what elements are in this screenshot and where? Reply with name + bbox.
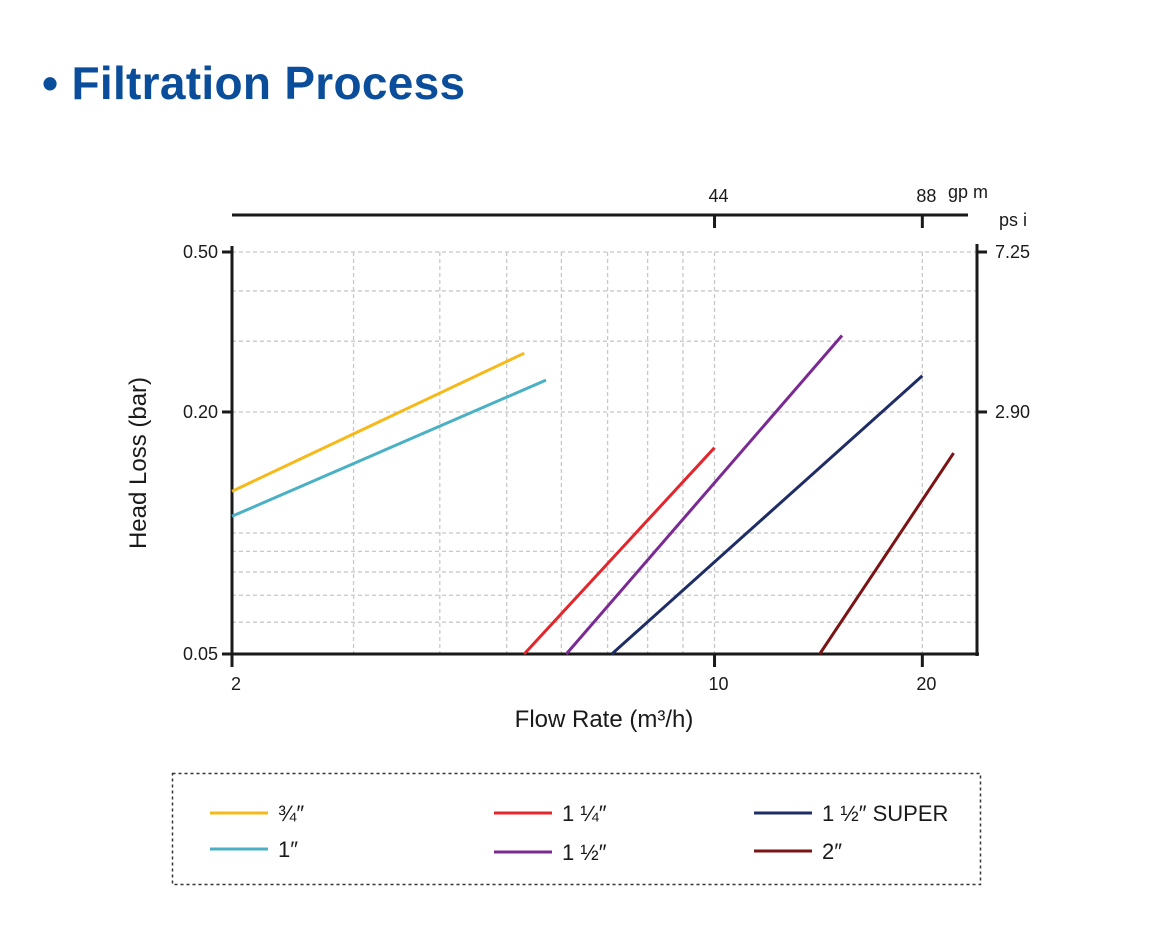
grid-lines	[232, 251, 977, 654]
top-tick-label: 88	[916, 186, 936, 206]
y-tick-label: 0.50	[183, 242, 218, 262]
series-lines	[231, 334, 955, 656]
tick-labels: 2 10 20 0.05 0.20 0.50 7.25 2.90 ps i 44 88 gp m Flo…	[125, 182, 1030, 733]
y-axis-title: Head Loss (bar)	[125, 377, 152, 549]
right-axis-unit: ps i	[999, 210, 1027, 230]
series-line-6	[818, 452, 955, 655]
legend-label-5: 1 ½″ SUPER	[822, 801, 948, 826]
series-line-1	[231, 351, 525, 493]
right-tick-label: 7.25	[995, 242, 1030, 262]
top-tick-label: 44	[709, 186, 729, 206]
x-axis-title: Flow Rate (m³/h)	[515, 706, 694, 733]
legend-label-2: 1″	[278, 837, 298, 862]
legend-label-6: 2″	[822, 839, 842, 864]
y-tick-label: 0.20	[183, 402, 218, 422]
top-axis-unit: gp m	[948, 182, 988, 202]
series-line-4	[565, 334, 844, 655]
right-tick-label: 2.90	[995, 402, 1030, 422]
series-line-3	[523, 446, 716, 656]
legend-label-4: 1 ½″	[562, 840, 607, 865]
legend-label-3: 1 ¼″	[562, 801, 607, 826]
series-line-5	[610, 374, 924, 656]
x-tick-label: 20	[916, 674, 936, 694]
legend-label-1: ¾″	[278, 801, 304, 826]
series-line-2	[231, 378, 547, 518]
x-tick-label: 2	[231, 674, 241, 694]
legend-box	[171, 772, 982, 886]
page-title: • Filtration Process	[42, 57, 466, 109]
x-tick-label: 10	[709, 674, 729, 694]
legend: ¾″ 1″ 1 ¼″ 1 ½″ 1 ½″ SUPER 2″	[171, 772, 982, 886]
y-tick-label: 0.05	[183, 644, 218, 664]
chart-axes	[222, 213, 987, 667]
